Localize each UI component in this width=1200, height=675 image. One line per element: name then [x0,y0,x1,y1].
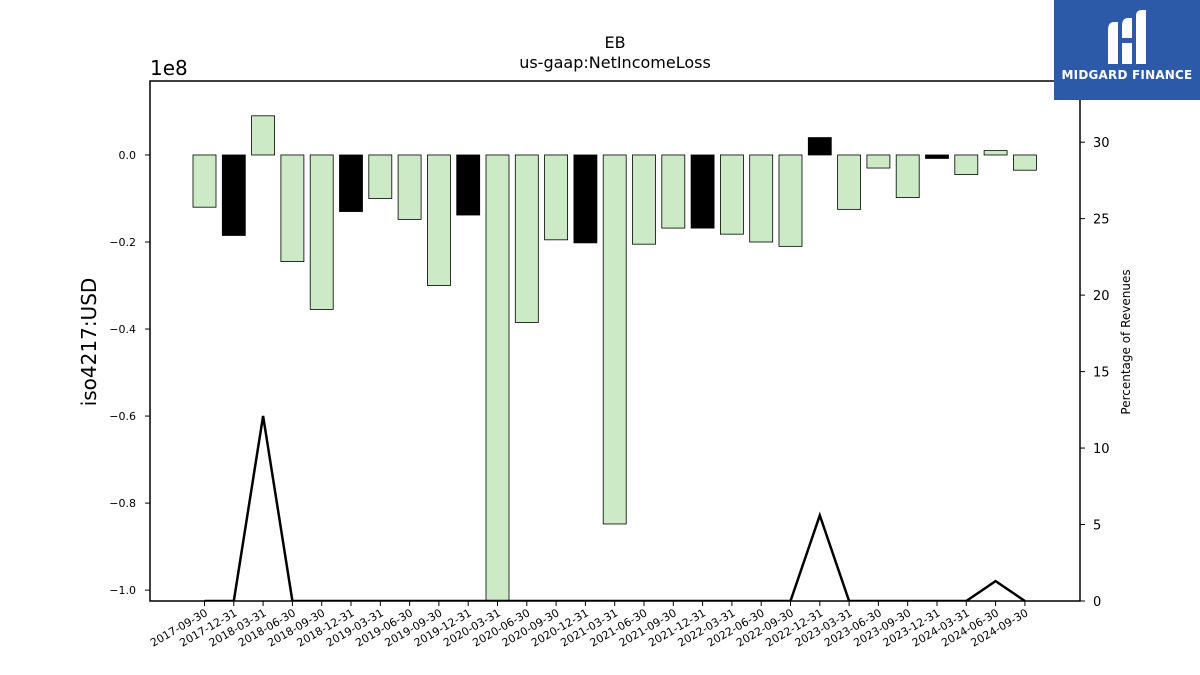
bar-2020-12-31 [573,154,598,244]
y-ticks: 0.0 −0.2 −0.4 −0.6 −0.8 −1.0 [109,149,150,597]
bar-2024-03-31 [954,154,979,175]
y2-tick-label: 10 [1093,442,1110,457]
chart-title: EB [604,33,625,52]
x-ticks: 2017-09-302017-12-312018-03-312018-06-30… [148,601,1030,650]
bar-2020-09-30 [544,154,568,241]
bar-2018-09-30 [309,154,334,310]
bar-2022-06-30 [749,154,774,243]
bar-2024-06-30 [983,150,1008,156]
y2-tick-label: 0 [1093,595,1101,610]
y-offset-label: 1e8 [150,56,188,80]
midgard-m-logo-icon [1108,10,1146,64]
y-tick-label: −1.0 [109,584,136,597]
bar-2021-03-31 [602,154,627,525]
bar-2019-03-31 [368,154,393,199]
bar-2024-09-30 [1013,154,1037,171]
bar-2023-09-30 [895,154,920,199]
bar-2023-12-31 [925,154,949,159]
bar-2021-06-30 [632,154,656,245]
bar-2019-06-30 [397,154,422,220]
bar-2022-03-31 [720,154,744,235]
bar-2018-12-31 [339,154,363,212]
y2-ticks: 0 5 10 15 20 25 30 [1080,136,1110,610]
bar-2023-03-31 [837,154,861,210]
bar-2022-09-30 [778,154,803,247]
y2-axis-label: Percentage of Revenues [1119,269,1133,414]
y-tick-label: −0.6 [109,410,136,423]
y-tick-label: −0.2 [109,236,136,249]
bar-2021-12-31 [690,154,715,229]
bar-2018-06-30 [280,154,305,262]
y2-tick-label: 5 [1093,519,1101,534]
y-axis-label: iso4217:USD [77,278,101,407]
bar-2017-09-30 [192,154,217,208]
brand-logo: MIDGARD FINANCE [1054,0,1200,100]
bar-2022-12-31 [807,137,832,156]
y2-tick-label: 25 [1093,213,1110,228]
plot-frame [149,80,1081,602]
y-tick-label: −0.4 [109,323,136,336]
bar-2020-06-30 [514,154,539,323]
bar-2020-03-31 [485,154,510,601]
y-tick-label: 0.0 [119,149,137,162]
bar-2018-03-31 [251,115,276,156]
chart-subtitle: us-gaap:NetIncomeLoss [519,53,711,72]
y2-tick-label: 20 [1093,289,1110,304]
y2-tick-label: 15 [1093,366,1110,381]
bar-2019-12-31 [456,154,481,216]
bar-2017-12-31 [221,154,246,236]
bar-2023-06-30 [866,154,891,169]
y2-tick-label: 30 [1093,136,1110,151]
brand-name: MIDGARD FINANCE [1061,68,1193,82]
bar-2019-09-30 [426,154,451,286]
bar-2021-09-30 [661,154,686,229]
y-tick-label: −0.8 [109,497,136,510]
bars-layer [192,115,1037,601]
